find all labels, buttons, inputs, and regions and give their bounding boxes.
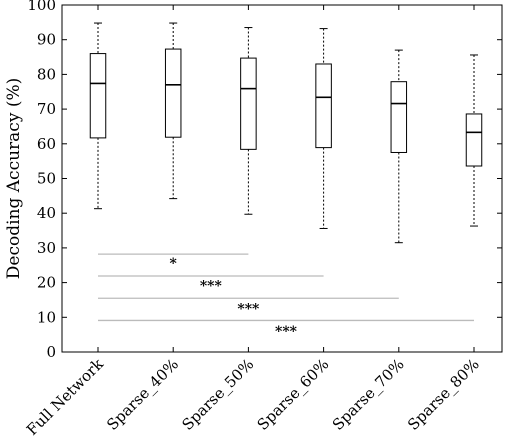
y-tick-label: 10 bbox=[37, 308, 56, 326]
box-sparse-50- bbox=[240, 27, 257, 215]
box-sparse-80- bbox=[465, 54, 483, 227]
x-tick-label: Sparse_70% bbox=[329, 355, 408, 434]
significance-label: *** bbox=[275, 324, 298, 340]
box-full-network bbox=[89, 22, 107, 210]
y-tick-label: 100 bbox=[27, 0, 56, 14]
y-tick-label: 30 bbox=[37, 239, 56, 257]
x-tick-label: Full Network bbox=[23, 354, 108, 439]
interquartile-box bbox=[315, 63, 332, 149]
y-tick-label: 60 bbox=[37, 135, 56, 153]
significance-label: * bbox=[170, 256, 178, 272]
y-tick-label: 50 bbox=[37, 170, 56, 188]
y-tick-label: 70 bbox=[37, 100, 56, 118]
y-axis-ticks: 0 10 20 30 40 50 60 70 80 90 100 bbox=[27, 0, 502, 361]
interquartile-box bbox=[390, 81, 408, 153]
y-tick-label: 40 bbox=[37, 204, 56, 222]
box-sparse-70- bbox=[390, 49, 408, 244]
x-tick-label: Sparse_40% bbox=[103, 355, 182, 434]
y-tick-label: 0 bbox=[46, 343, 56, 361]
box-sparse-60- bbox=[315, 28, 332, 229]
y-tick-label: 80 bbox=[37, 65, 56, 83]
x-tick-label: Sparse_60% bbox=[254, 355, 333, 434]
box-layer bbox=[89, 22, 483, 244]
interquartile-box bbox=[164, 48, 182, 138]
interquartile-box bbox=[89, 53, 107, 139]
y-axis-label: Decoding Accuracy (%) bbox=[4, 78, 24, 279]
box-sparse-40- bbox=[164, 22, 182, 200]
interquartile-box bbox=[465, 113, 483, 167]
y-tick-label: 90 bbox=[37, 31, 56, 49]
significance-layer: ********** bbox=[98, 253, 474, 340]
plot-area-frame bbox=[61, 4, 503, 353]
significance-label: *** bbox=[200, 279, 223, 295]
y-tick-label: 20 bbox=[37, 274, 56, 292]
interquartile-box bbox=[240, 57, 257, 150]
significance-label: *** bbox=[237, 301, 260, 317]
x-tick-label: Sparse_50% bbox=[178, 355, 257, 434]
x-tick-label: Sparse_80% bbox=[404, 355, 483, 434]
